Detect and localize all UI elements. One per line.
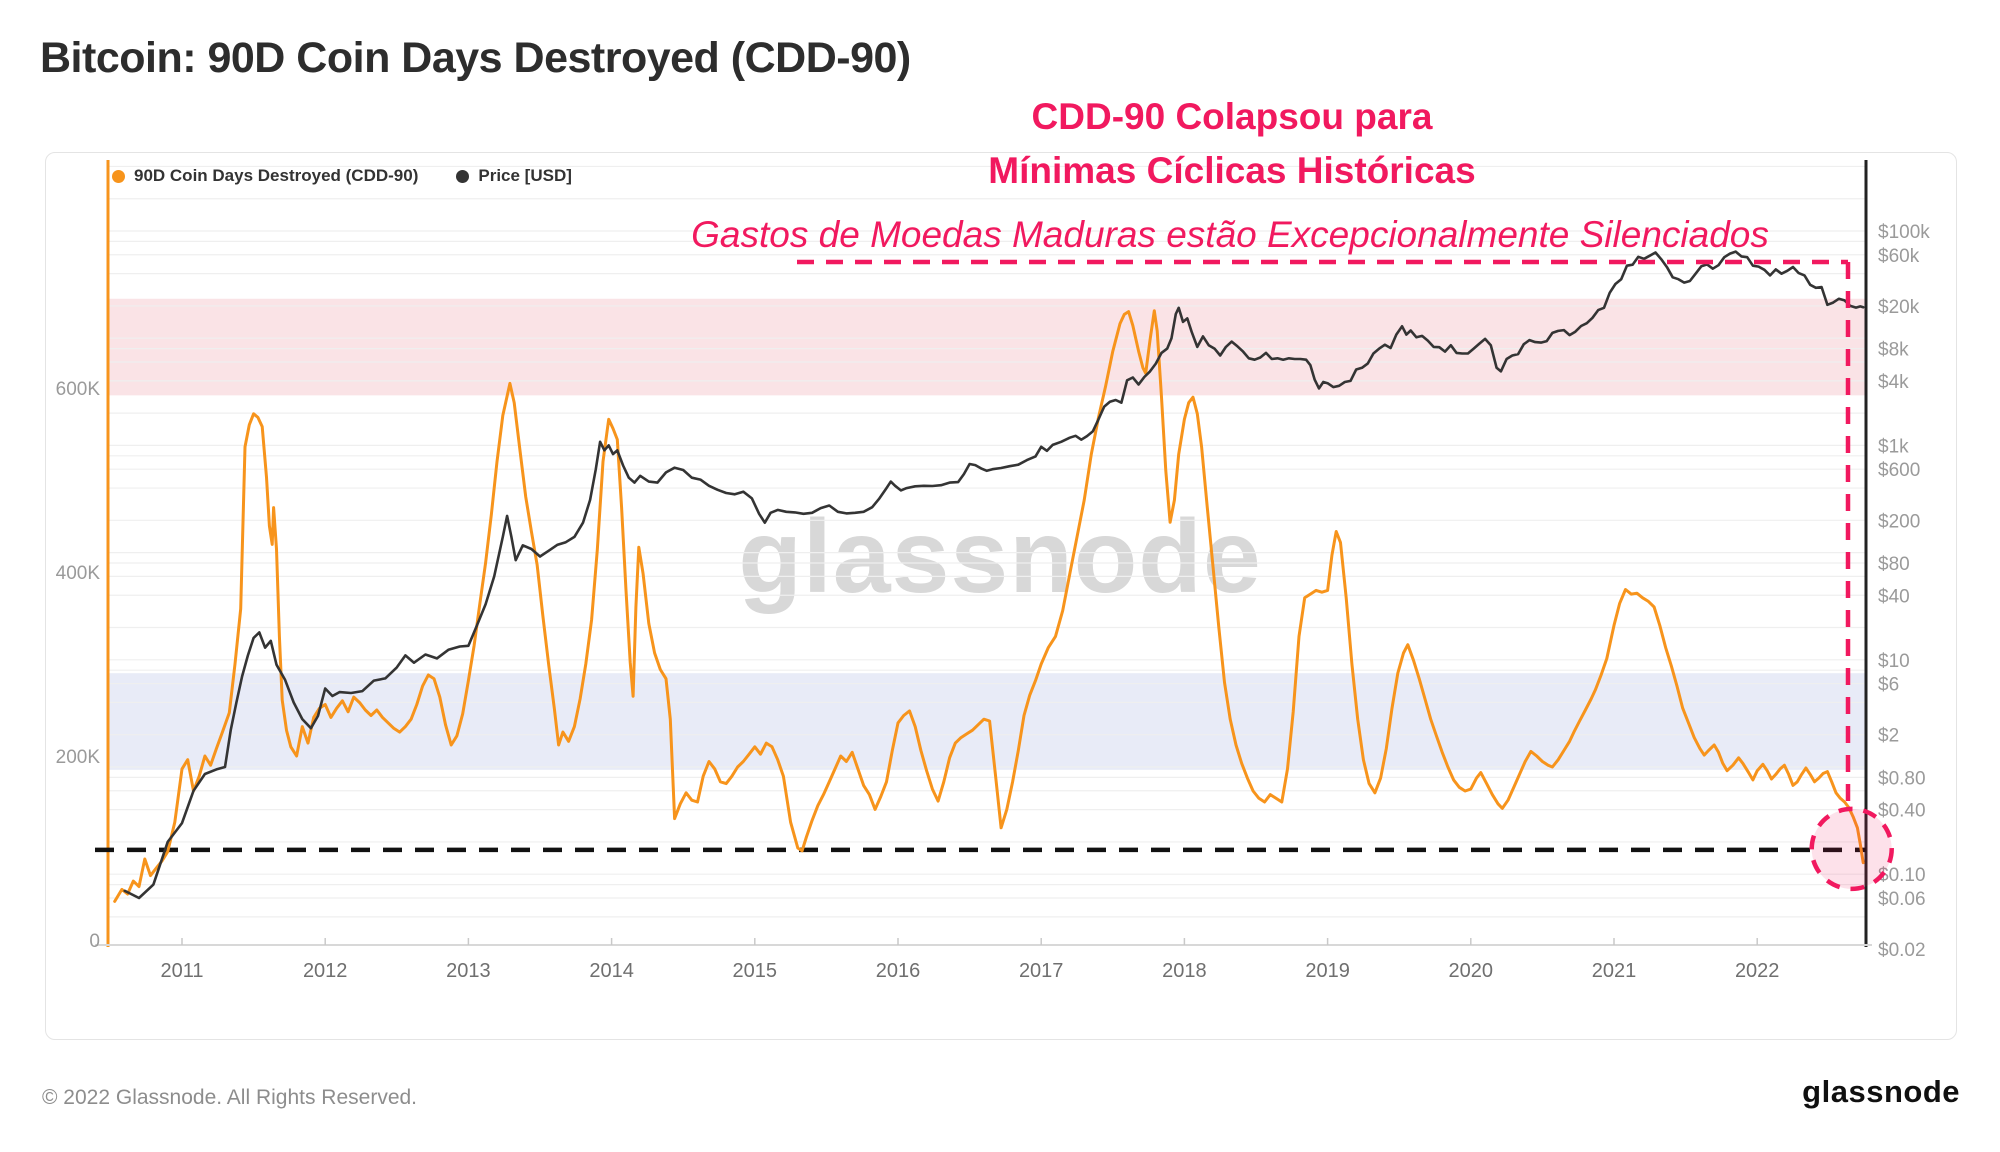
right-axis-label: $8k	[1878, 340, 1909, 361]
right-axis-label: $100k	[1878, 222, 1930, 243]
year-label: 2020	[1449, 960, 1494, 982]
right-axis-label: $2	[1878, 726, 1899, 747]
year-label: 2013	[446, 960, 491, 982]
right-axis-label: $4k	[1878, 372, 1909, 393]
glassnode-logo: glassnode	[1802, 1074, 1960, 1109]
annotation-subline: Gastos de Moedas Maduras estão Excepcion…	[691, 214, 1769, 255]
right-axis-label: $200	[1878, 511, 1920, 532]
right-axis-label: $6	[1878, 675, 1899, 696]
legend-item-price[interactable]: Price [USD]	[456, 166, 572, 186]
year-label: 2016	[876, 960, 921, 982]
price-legend-dot-icon	[456, 169, 470, 183]
legend-label-price: Price [USD]	[478, 166, 572, 185]
left-axis-label: 200K	[56, 747, 101, 768]
price-series-line	[123, 250, 1865, 900]
right-axis-label: $60k	[1878, 246, 1920, 267]
year-label: 2022	[1735, 960, 1780, 982]
year-label: 2021	[1592, 960, 1637, 982]
year-label: 2018	[1162, 960, 1207, 982]
right-axis-label: $20k	[1878, 297, 1920, 318]
right-axis-label: $80	[1878, 554, 1910, 575]
annotation-headline: CDD-90 Colapsou para Mínimas Cíclicas Hi…	[832, 90, 1632, 197]
cdd-legend-dot-icon	[112, 169, 125, 183]
legend-label-cdd: 90D Coin Days Destroyed (CDD-90)	[134, 166, 419, 185]
year-label: 2017	[1019, 960, 1064, 982]
left-axis-label: 0	[89, 931, 100, 952]
year-label: 2014	[589, 960, 634, 982]
annotation-highlight-circle	[1809, 806, 1894, 892]
right-axis-label: $10	[1878, 651, 1910, 672]
left-axis-label: 600K	[56, 379, 101, 400]
left-axis-label: 400K	[56, 563, 101, 584]
right-axis-label: $0.80	[1878, 768, 1926, 789]
right-axis-label: $1k	[1878, 436, 1909, 457]
page-title: Bitcoin: 90D Coin Days Destroyed (CDD-90…	[40, 34, 911, 82]
year-label: 2019	[1305, 960, 1350, 982]
annotation-headline-line2: Mínimas Cíclicas Históricas	[988, 149, 1476, 191]
year-label: 2011	[160, 960, 203, 982]
footer-copyright: © 2022 Glassnode. All Rights Reserved.	[42, 1086, 418, 1109]
cdd-series-line	[113, 309, 1865, 903]
right-axis-label: $40	[1878, 586, 1910, 607]
year-label: 2015	[733, 960, 778, 982]
right-axis-label: $0.40	[1878, 801, 1926, 822]
legend-item-cdd[interactable]: 90D Coin Days Destroyed (CDD-90)	[112, 166, 418, 186]
right-axis-label: $0.02	[1878, 940, 1926, 961]
chart-legend: 90D Coin Days Destroyed (CDD-90) Price […	[112, 166, 572, 186]
annotation-headline-line1: CDD-90 Colapsou para	[1031, 96, 1433, 137]
band-cycle-top-zone	[108, 298, 1866, 396]
right-axis-label: $600	[1878, 460, 1920, 481]
right-axis-label: $0.06	[1878, 889, 1926, 910]
year-label: 2012	[303, 960, 348, 982]
right-axis-label: $0.10	[1878, 865, 1926, 886]
